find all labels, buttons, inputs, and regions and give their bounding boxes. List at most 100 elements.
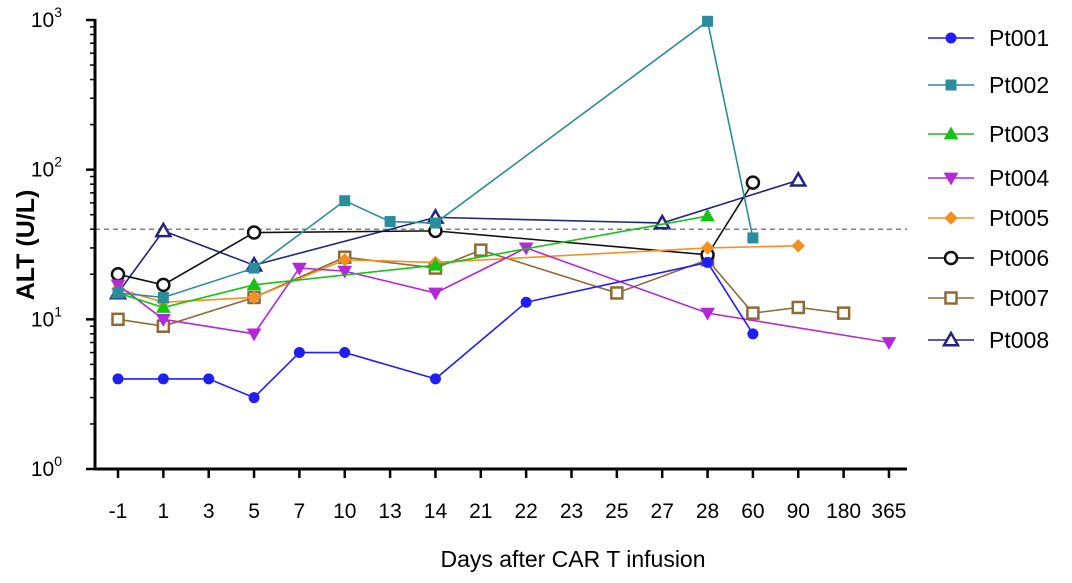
x-tick-label: 27 [651,500,674,523]
data-point [746,306,760,320]
x-tick-label: 3 [203,500,215,523]
data-point [429,217,441,229]
data-point [246,277,262,291]
legend-item: Pt002 [928,72,1049,98]
legend-marker [943,126,959,140]
legend-marker [943,172,959,186]
data-point [154,221,173,238]
data-point [339,195,351,207]
x-tick-label: 60 [741,500,764,523]
x-tick-label: 14 [424,500,448,523]
legend-item: Pt008 [928,327,1049,353]
data-point [248,262,260,274]
legend-item: Pt003 [928,121,1049,147]
data-point [292,262,307,276]
x-tick-label: 90 [787,500,810,523]
data-point [747,232,759,244]
data-point [155,299,171,313]
x-tick-label: 10 [333,500,356,523]
axes [93,19,907,471]
legend-label: Pt005 [989,205,1049,231]
data-point [337,265,353,279]
y-tick-label: 101 [31,303,62,331]
data-point [293,347,305,359]
data-point [520,296,532,308]
legend-marker [944,291,958,305]
data-point [747,328,759,340]
data-point [702,15,714,27]
legend-label: Pt001 [989,25,1049,51]
x-tick-label: 180 [826,500,861,523]
series-pt004 [110,242,897,351]
data-point [791,239,805,253]
series-line [117,179,799,294]
x-tick-label: 5 [248,500,260,523]
legend-marker [941,330,961,347]
data-point [610,286,624,300]
data-point [384,216,396,228]
legend-label: Pt002 [989,72,1049,98]
legend-label: Pt007 [989,285,1049,311]
data-point [155,313,171,327]
series-line [117,249,844,328]
x-tick-label: 7 [294,500,306,523]
series-pt003 [110,208,715,313]
data-point [112,287,124,299]
data-point [247,290,261,305]
legend-item: Pt005 [928,205,1049,231]
data-point [157,373,169,385]
legend-item: Pt004 [928,165,1049,191]
legend-marker [945,32,957,44]
data-point [339,347,351,359]
legend-marker [944,211,958,225]
series-line [118,261,754,399]
legend: Pt001 Pt002 Pt003 Pt004 Pt005 Pt006 Pt007 Pt008 [928,25,1049,353]
data-point [700,241,715,255]
x-tick-label: 1 [158,500,170,523]
series-pt001 [112,256,759,404]
data-point [110,267,126,282]
data-point [428,257,443,271]
data-point [791,300,805,315]
y-tick-label: 102 [31,154,62,182]
data-point [203,373,215,385]
series-pt008 [108,170,808,300]
data-point [248,392,260,404]
data-point [474,243,488,257]
x-tick-label: 365 [871,500,906,523]
y-tick-label: 103 [31,4,62,32]
data-point [428,287,443,301]
data-point [745,175,761,190]
data-point [112,373,124,385]
data-point [111,312,125,327]
x-tick-label: -1 [109,500,128,523]
x-tick-label: 28 [696,500,719,523]
x-tick-label: 25 [605,500,628,523]
data-point [789,170,808,187]
legend-marker [945,79,957,91]
series-layer [108,15,897,404]
legend-marker [943,250,959,266]
legend-label: Pt003 [989,121,1049,147]
legend-item: Pt007 [928,285,1049,311]
data-point [429,373,441,385]
y-axis-title: ALT (U/L) [12,190,40,301]
data-point [881,337,897,351]
x-tick-label: 13 [378,500,401,523]
series-pt002 [112,15,759,303]
legend-item: Pt006 [928,245,1049,271]
data-point [246,225,262,240]
series-line [117,182,754,286]
data-point [157,291,169,303]
data-point [700,307,715,321]
x-tick-label: 21 [469,500,492,523]
data-point [702,256,714,268]
legend-item: Pt001 [928,25,1049,51]
series-line [117,247,890,344]
legend-label: Pt004 [989,165,1049,191]
legend-label: Pt008 [989,327,1049,353]
data-point [700,208,715,222]
data-point [836,306,851,320]
x-axis-title: Days after CAR T infusion [440,546,705,572]
